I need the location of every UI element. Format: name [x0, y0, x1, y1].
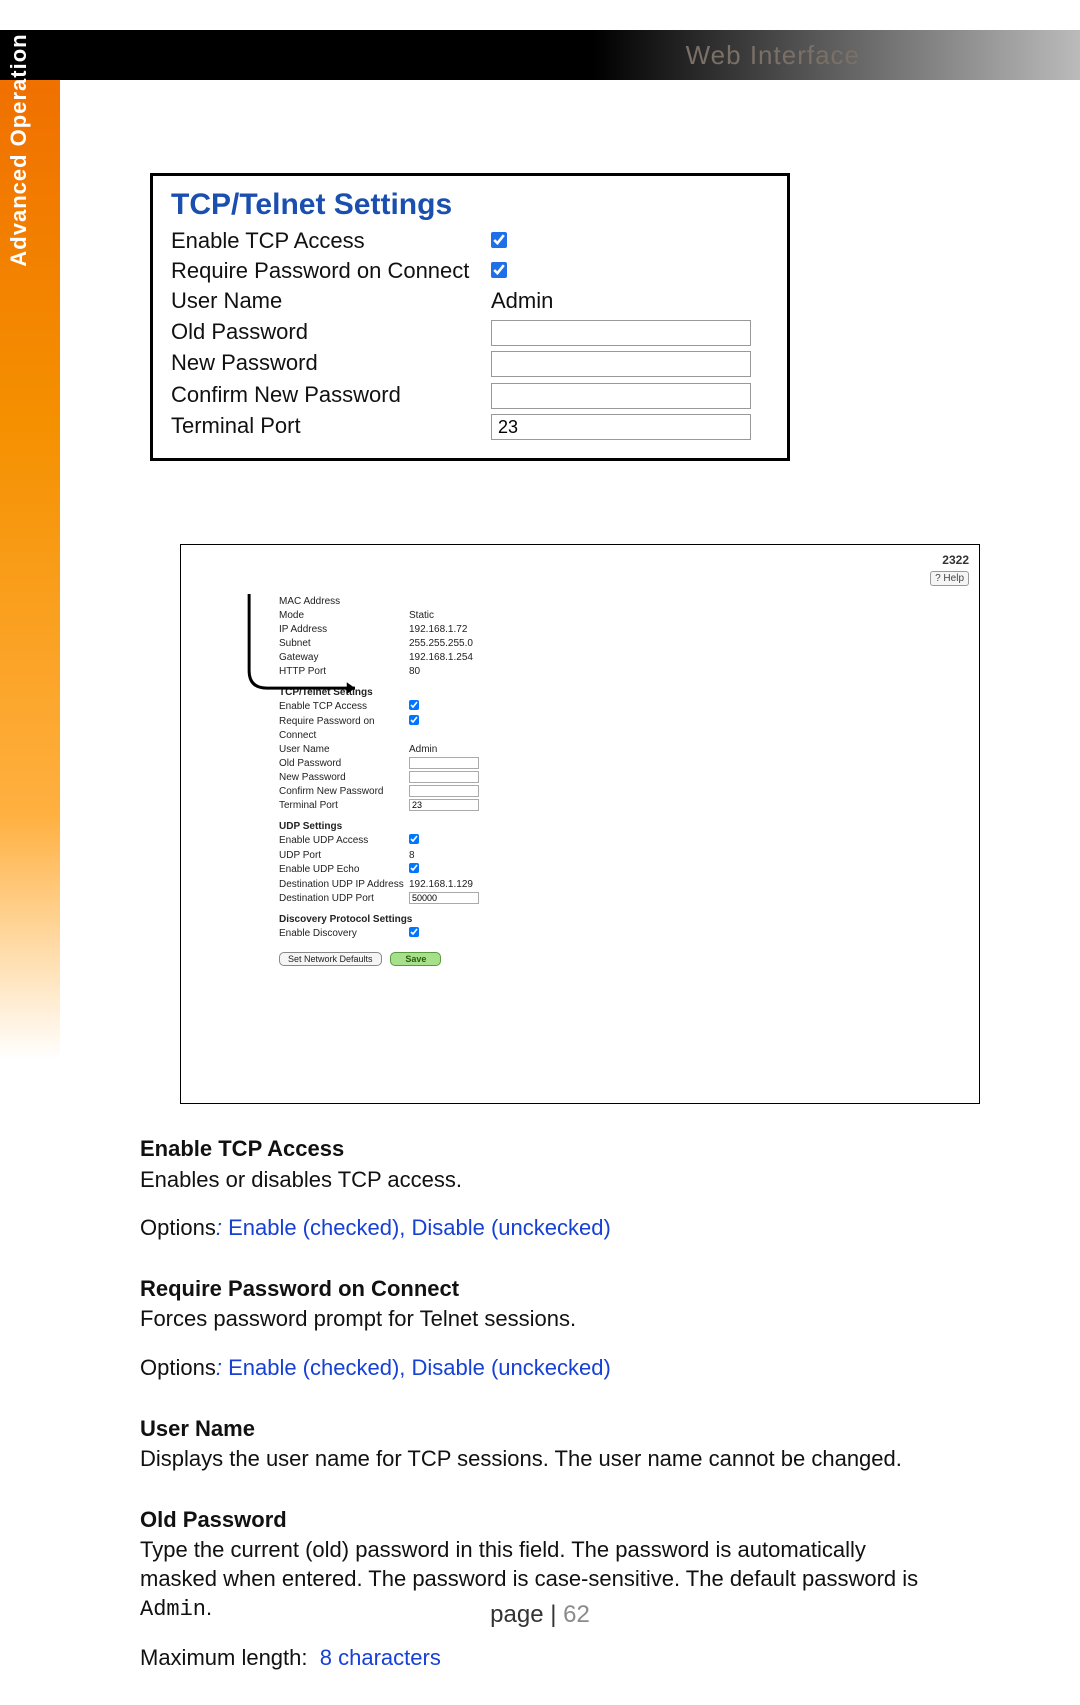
tcp-telnet-settings-panel: TCP/Telnet Settings Enable TCP Access Re…	[150, 173, 790, 461]
mini-tcp-user-label: User Name	[279, 743, 409, 757]
desc-require-pw-options-value: Enable (checked), Disable (unckecked)	[228, 1355, 611, 1380]
desc-require-pw-title: Require Password on Connect	[140, 1275, 940, 1304]
mini-defaults-button[interactable]: Set Network Defaults	[279, 952, 382, 966]
enable-tcp-checkbox[interactable]	[491, 232, 507, 248]
desc-oldpw-title: Old Password	[140, 1506, 940, 1535]
mini-tcp-old-input[interactable]	[409, 757, 479, 769]
desc-enable-tcp-options-prefix: Options	[140, 1215, 216, 1240]
mini-tcp-port-input[interactable]	[409, 799, 479, 811]
username-value: Admin	[491, 288, 769, 314]
mini-udp-port-value: 8	[409, 849, 579, 863]
mini-udp-echo-label: Enable UDP Echo	[279, 863, 409, 878]
mini-udp-dport-label: Destination UDP Port	[279, 892, 409, 906]
mini-tcp-enable-label: Enable TCP Access	[279, 700, 409, 715]
desc-require-pw-options-prefix: Options	[140, 1355, 216, 1380]
footer-page-number: 62	[563, 1601, 590, 1628]
desc-oldpw-max-prefix: Maximum length:	[140, 1645, 308, 1670]
mini-udp-dip-value: 192.168.1.129	[409, 878, 579, 892]
mini-tcp-conf-label: Confirm New Password	[279, 785, 409, 799]
mini-mode-value: Static	[409, 609, 579, 623]
mini-disc-enable-checkbox[interactable]	[409, 927, 419, 937]
mini-tcp-port-label: Terminal Port	[279, 799, 409, 813]
desc-oldpw-max-value-text: 8 characters	[320, 1645, 441, 1670]
mini-udp-enable-checkbox[interactable]	[409, 834, 419, 844]
mini-udp-port-label: UDP Port	[279, 849, 409, 863]
mini-udp-echo-checkbox[interactable]	[409, 863, 419, 873]
mini-mac-value	[409, 595, 579, 609]
new-password-label: New Password	[171, 350, 491, 376]
new-password-input[interactable]	[491, 351, 751, 377]
desc-oldpw-body-pre: Type the current (old) password in this …	[140, 1537, 918, 1591]
old-password-input[interactable]	[491, 320, 751, 346]
header-bar: Web Interface	[0, 30, 1080, 80]
mini-tcp-new-label: New Password	[279, 771, 409, 785]
require-password-checkbox[interactable]	[491, 262, 507, 278]
desc-username-body: Displays the user name for TCP sessions.…	[140, 1445, 940, 1474]
header-title: Web Interface	[686, 40, 860, 71]
sidebar-label: Advanced Operation	[6, 20, 32, 280]
desc-enable-tcp-body: Enables or disables TCP access.	[140, 1166, 940, 1195]
page-footer: page | 62	[0, 1601, 1080, 1629]
desc-require-pw-body: Forces password prompt for Telnet sessio…	[140, 1305, 940, 1334]
desc-enable-tcp-title: Enable TCP Access	[140, 1135, 940, 1164]
mini-http-value: 80	[409, 665, 579, 679]
sidebar: Advanced Operation	[0, 80, 60, 1060]
username-label: User Name	[171, 288, 491, 314]
mini-tcp-enable-checkbox[interactable]	[409, 700, 419, 710]
mini-tcp-user-value: Admin	[409, 743, 579, 757]
browser-url-fragment: 2322	[942, 553, 969, 567]
mini-tcp-new-input[interactable]	[409, 771, 479, 783]
callout-arrow	[190, 594, 420, 694]
mini-tcp-old-label: Old Password	[279, 757, 409, 771]
mini-tcp-reqpw-label: Require Password on Connect	[279, 715, 409, 743]
mini-udp-dport-input[interactable]	[409, 892, 479, 904]
mini-disc-title: Discovery Protocol Settings	[279, 914, 579, 925]
mini-tcp-conf-input[interactable]	[409, 785, 479, 797]
panel-title: TCP/Telnet Settings	[171, 188, 769, 222]
mini-disc-enable-label: Enable Discovery	[279, 927, 409, 942]
mini-tcp-reqpw-checkbox[interactable]	[409, 715, 419, 725]
enable-tcp-label: Enable TCP Access	[171, 228, 491, 254]
desc-username-title: User Name	[140, 1415, 940, 1444]
terminal-port-input[interactable]	[491, 414, 751, 440]
mini-ip-value: 192.168.1.72	[409, 623, 579, 637]
mini-udp-enable-label: Enable UDP Access	[279, 834, 409, 849]
mini-udp-dip-label: Destination UDP IP Address	[279, 878, 409, 892]
mini-udp-title: UDP Settings	[279, 821, 579, 832]
terminal-port-label: Terminal Port	[171, 413, 491, 439]
confirm-password-label: Confirm New Password	[171, 382, 491, 408]
help-button[interactable]: ? Help	[930, 571, 969, 586]
mini-subnet-value: 255.255.255.0	[409, 637, 579, 651]
old-password-label: Old Password	[171, 319, 491, 345]
footer-label: page |	[490, 1601, 563, 1628]
desc-enable-tcp-options-value: Enable (checked), Disable (unckecked)	[228, 1215, 611, 1240]
require-password-label: Require Password on Connect	[171, 258, 491, 284]
confirm-password-input[interactable]	[491, 383, 751, 409]
mini-save-button[interactable]: Save	[390, 952, 441, 966]
mini-gateway-value: 192.168.1.254	[409, 651, 579, 665]
